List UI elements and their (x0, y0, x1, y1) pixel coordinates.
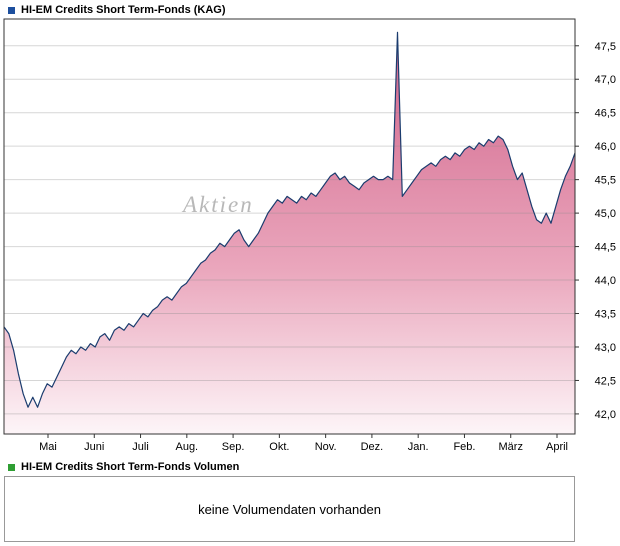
svg-text:Mai: Mai (39, 441, 57, 453)
price-chart-section: HI-EM Credits Short Term-Fonds (KAG) 42,… (0, 0, 620, 453)
svg-text:April: April (546, 441, 568, 453)
svg-text:45,0: 45,0 (595, 208, 616, 220)
volume-chart-title: HI-EM Credits Short Term-Fonds Volumen (21, 461, 240, 473)
svg-text:Juni: Juni (84, 441, 104, 453)
svg-text:44,0: 44,0 (595, 275, 616, 287)
svg-text:46,0: 46,0 (595, 141, 616, 153)
volume-chart-section: HI-EM Credits Short Term-Fonds Volumen k… (0, 457, 620, 542)
volume-empty-box: keine Volumendaten vorhanden (4, 476, 575, 542)
volume-chart-legend: HI-EM Credits Short Term-Fonds Volumen (0, 457, 620, 474)
svg-text:43,0: 43,0 (595, 342, 616, 354)
price-chart-legend: HI-EM Credits Short Term-Fonds (KAG) (0, 0, 620, 17)
volume-legend-swatch-icon (8, 463, 15, 471)
svg-text:Feb.: Feb. (453, 441, 475, 453)
svg-text:42,0: 42,0 (595, 409, 616, 421)
svg-text:47,5: 47,5 (595, 41, 616, 53)
svg-text:Jan.: Jan. (408, 441, 429, 453)
svg-text:Juli: Juli (132, 441, 149, 453)
svg-text:März: März (499, 441, 523, 453)
svg-text:Dez.: Dez. (361, 441, 384, 453)
volume-empty-message: keine Volumendaten vorhanden (198, 501, 381, 517)
svg-text:47,0: 47,0 (595, 74, 616, 86)
price-chart-plot: 42,0 42,5 43,0 43,5 44,0 44,5 45,0 45,5 46,0 46,5… (3, 18, 616, 453)
svg-text:Sep.: Sep. (222, 441, 245, 453)
svg-text:Nov.: Nov. (315, 441, 337, 453)
svg-text:46,5: 46,5 (595, 108, 616, 120)
svg-text:44,5: 44,5 (595, 242, 616, 254)
svg-text:Okt.: Okt. (269, 441, 289, 453)
svg-text:Aug.: Aug. (175, 441, 198, 453)
svg-text:42,5: 42,5 (595, 375, 616, 387)
price-chart-title: HI-EM Credits Short Term-Fonds (KAG) (21, 4, 226, 16)
svg-text:45,5: 45,5 (595, 175, 616, 187)
price-legend-swatch-icon (8, 6, 15, 14)
svg-text:43,5: 43,5 (595, 309, 616, 321)
